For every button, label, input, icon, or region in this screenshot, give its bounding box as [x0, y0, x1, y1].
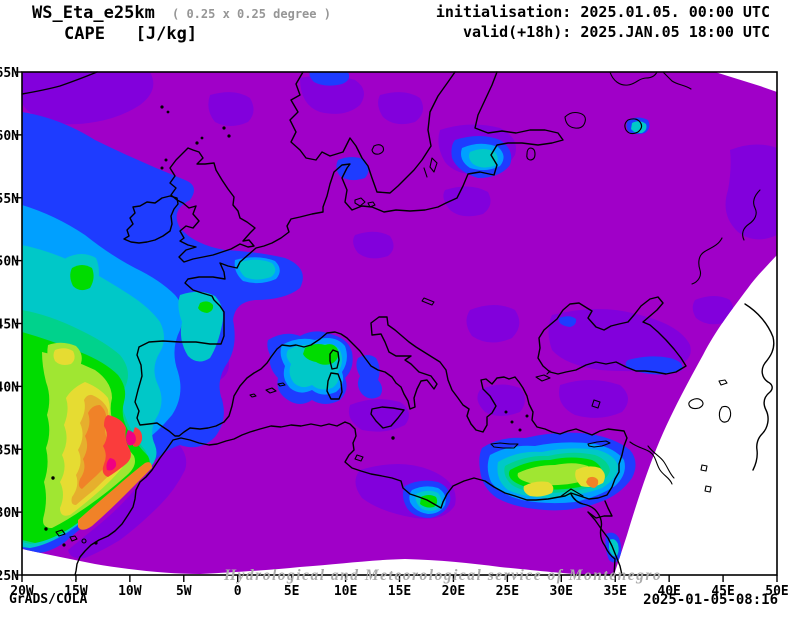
- model-resolution: ( 0.25 x 0.25 degree ): [172, 7, 331, 21]
- svg-text:15W: 15W: [64, 584, 88, 599]
- svg-text:35E: 35E: [603, 584, 626, 599]
- svg-text:50E: 50E: [765, 584, 788, 599]
- lake-onega: [624, 118, 643, 135]
- sicily-coast: [370, 406, 405, 429]
- svg-text:15E: 15E: [388, 584, 411, 599]
- svg-text:50N: 50N: [0, 255, 19, 270]
- cape-colour-field: [22, 72, 777, 575]
- svg-text:35N: 35N: [0, 443, 19, 458]
- caspian-sea-coast: [744, 303, 775, 471]
- euphrates-river: [629, 441, 673, 485]
- lake-balaton: [421, 297, 435, 306]
- lake-sevan: [718, 379, 728, 386]
- norway-sweden-coast: [289, 71, 456, 194]
- svg-text:25N: 25N: [0, 569, 19, 584]
- initialisation-time: initialisation: 2025.01.05. 00:00 UTC: [435, 3, 770, 21]
- cyprus-coast: [587, 440, 611, 448]
- svg-text:55N: 55N: [0, 192, 19, 207]
- denmark-islands: [354, 197, 376, 208]
- svg-text:0: 0: [234, 584, 242, 599]
- lake-van: [688, 398, 704, 410]
- svg-text:60N: 60N: [0, 129, 19, 144]
- ireland-coast: [123, 195, 179, 244]
- lake-ladoga: [564, 111, 586, 129]
- gotland-oland: [423, 157, 438, 178]
- svg-text:40N: 40N: [0, 380, 19, 395]
- y-axis-ticks: 65N 60N 55N 50N 45N 40N 35N 30N 25N: [0, 66, 22, 584]
- lake-urmia: [718, 405, 732, 423]
- corsica-coast: [329, 349, 340, 370]
- generation-timestamp: 2025-01-05-08:16: [643, 592, 778, 608]
- white-sea-coast: [609, 71, 658, 86]
- red-sea-coast: [587, 500, 623, 576]
- grads-credit: GrADS/COLA: [9, 592, 88, 607]
- svg-text:65N: 65N: [0, 66, 19, 81]
- svg-text:30E: 30E: [550, 584, 573, 599]
- balearic-islands: [249, 382, 286, 398]
- crete-coast: [490, 442, 519, 449]
- svg-text:5W: 5W: [176, 584, 192, 599]
- sea-of-marmara: [535, 370, 551, 382]
- don-river: [691, 237, 723, 285]
- nile-delta: [559, 488, 584, 498]
- baltic-europe-africa-coast: [74, 71, 628, 576]
- x-axis-ticks: 20W 15W 10W 5W 0 5E 10E 15E 20E 25E 30E 35E 40E 45E 50…: [10, 575, 789, 599]
- kola-coast: [662, 71, 692, 90]
- svg-text:5E: 5E: [284, 584, 300, 599]
- black-sea-coast: [537, 296, 687, 375]
- great-britain-coast: [169, 147, 256, 263]
- tigris-river: [647, 445, 675, 479]
- nile-river: [570, 493, 616, 576]
- volga-river: [742, 189, 761, 241]
- lake-peipus: [526, 147, 536, 161]
- model-name: WS_Eta_e25km: [32, 3, 155, 23]
- level-magenta: [106, 430, 136, 471]
- coastlines: [21, 71, 775, 576]
- svg-text:20W: 20W: [10, 584, 34, 599]
- svg-text:45E: 45E: [711, 584, 734, 599]
- variable-units: CAPE [J/kg]: [64, 24, 198, 44]
- watermark: Hydrological and Meteorological service …: [223, 567, 662, 584]
- iceland-coast: [21, 71, 98, 95]
- svg-text:20E: 20E: [442, 584, 465, 599]
- svg-text:10W: 10W: [118, 584, 142, 599]
- svg-text:25E: 25E: [496, 584, 519, 599]
- lake-tuz: [591, 399, 601, 409]
- sardinia-coast: [326, 372, 343, 400]
- svg-text:40E: 40E: [657, 584, 680, 599]
- small-islands: [44, 105, 529, 547]
- valid-time: valid(+18h): 2025.JAN.05 18:00 UTC: [462, 23, 770, 41]
- svg-text:45N: 45N: [0, 318, 19, 333]
- iraq-lakes: [700, 464, 712, 493]
- lake-vanern: [371, 144, 385, 155]
- svg-text:30N: 30N: [0, 506, 19, 521]
- svg-text:10E: 10E: [334, 584, 357, 599]
